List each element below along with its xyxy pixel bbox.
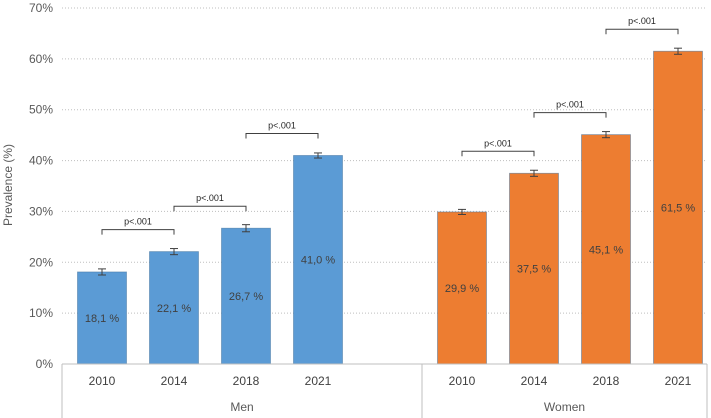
comparison-bracket <box>101 229 175 235</box>
group-label-women: Women <box>544 400 585 414</box>
x-tick-label: 2021 <box>665 374 692 388</box>
data-label: 22,1 % <box>157 303 191 315</box>
data-label: 61,5 % <box>661 203 695 215</box>
p-value-label: p<.001 <box>268 120 296 130</box>
y-axis-title: Prevalence (%) <box>1 144 15 226</box>
data-label: 29,9 % <box>445 283 479 295</box>
bar-women-2014 <box>509 172 559 365</box>
p-value-label: p<.001 <box>556 100 584 110</box>
bar-men-2018 <box>221 227 271 365</box>
y-tick-label: 40% <box>29 154 53 168</box>
y-tick-label: 20% <box>29 255 53 269</box>
comparison-bracket <box>173 205 247 212</box>
p-value-label: p<.001 <box>628 16 656 26</box>
data-label: 37,5 % <box>517 264 551 276</box>
y-tick-label: 10% <box>29 306 53 320</box>
x-tick-label: 2018 <box>233 374 260 388</box>
p-value-label: p<.001 <box>196 193 224 203</box>
x-tick-label: 2021 <box>305 374 332 388</box>
data-label: 26,7 % <box>229 291 263 303</box>
bar-women-2021 <box>653 50 703 365</box>
p-value-label: p<.001 <box>484 138 512 148</box>
data-label: 41,0 % <box>301 255 335 267</box>
comparison-bracket <box>605 28 679 35</box>
bar-women-2010 <box>437 211 487 365</box>
y-tick-label: 50% <box>29 103 53 117</box>
y-tick-label: 0% <box>36 357 54 371</box>
x-tick-label: 2018 <box>593 374 620 388</box>
y-tick-label: 60% <box>29 52 53 66</box>
comparison-bracket <box>245 132 319 139</box>
p-value-label: p<.001 <box>124 217 152 227</box>
data-label: 45,1 % <box>589 244 623 256</box>
y-tick-label: 70% <box>29 1 53 15</box>
bar-men-2021 <box>293 155 343 365</box>
data-label: 18,1 % <box>85 313 119 325</box>
x-tick-label: 2014 <box>521 374 548 388</box>
comparison-bracket <box>533 112 607 118</box>
comparison-bracket <box>461 150 535 157</box>
group-label-men: Men <box>230 400 253 414</box>
x-tick-label: 2014 <box>161 374 188 388</box>
x-tick-label: 2010 <box>449 374 476 388</box>
y-tick-label: 30% <box>29 204 53 218</box>
x-tick-label: 2010 <box>89 374 116 388</box>
bar-men-2010 <box>77 271 127 365</box>
